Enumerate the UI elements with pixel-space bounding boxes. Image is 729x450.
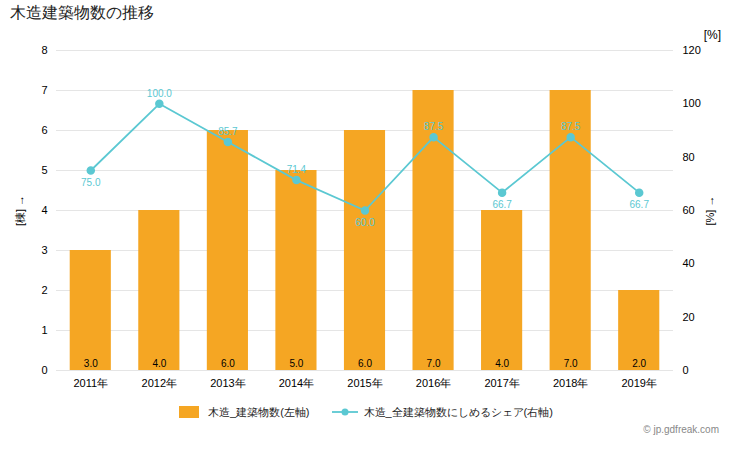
svg-text:2012年: 2012年 [142,377,177,389]
svg-text:75.0: 75.0 [81,177,101,188]
svg-text:2.0: 2.0 [632,358,646,369]
svg-text:4: 4 [41,204,47,216]
svg-text:20: 20 [683,311,695,323]
svg-text:71.4: 71.4 [287,164,307,175]
html-text:木造建築物数の推移: 木造建築物数の推移 [10,4,154,21]
svg-text:60: 60 [683,204,695,216]
svg-text:3.0: 3.0 [84,358,98,369]
svg-text:[%] →: [%] → [704,196,716,226]
svg-text:2019年: 2019年 [621,377,656,389]
svg-text:4.0: 4.0 [495,358,509,369]
svg-text:66.7: 66.7 [492,199,512,210]
svg-text:100.0: 100.0 [147,88,172,99]
svg-text:85.7: 85.7 [218,126,238,137]
svg-text:87.5: 87.5 [561,121,581,132]
svg-text:87.5: 87.5 [424,121,444,132]
svg-text:7: 7 [41,84,47,96]
svg-text:1: 1 [41,324,47,336]
html-text:木造_建築物数(左軸): 木造_建築物数(左軸) [208,405,310,418]
svg-text:0: 0 [683,364,689,376]
svg-text:7.0: 7.0 [427,358,441,369]
svg-text:6: 6 [41,124,47,136]
svg-text:60.0: 60.0 [355,217,375,228]
svg-text:100: 100 [683,97,701,109]
svg-text:2015年: 2015年 [347,377,382,389]
svg-text:5.0: 5.0 [289,358,303,369]
svg-text:2017年: 2017年 [484,377,519,389]
svg-text:66.7: 66.7 [629,199,649,210]
svg-text:6.0: 6.0 [358,358,372,369]
svg-text:2013年: 2013年 [210,377,245,389]
svg-text:2011年: 2011年 [73,377,108,389]
svg-text:2: 2 [41,284,47,296]
html-text:木造_全建築物数にしめるシェア(右軸): 木造_全建築物数にしめるシェア(右軸) [363,405,553,418]
svg-text:40: 40 [683,257,695,269]
html-text:© jp.gdfreak.com: © jp.gdfreak.com [643,424,719,435]
svg-text:2018年: 2018年 [553,377,588,389]
svg-text:2016年: 2016年 [416,377,451,389]
svg-text:7.0: 7.0 [564,358,578,369]
svg-text:5: 5 [41,164,47,176]
svg-text:120: 120 [683,44,701,56]
svg-text:6.0: 6.0 [221,358,235,369]
svg-text:[棟] →: [棟] → [14,195,26,226]
svg-text:3: 3 [41,244,47,256]
svg-text:0: 0 [41,364,47,376]
svg-text:8: 8 [41,44,47,56]
svg-text:4.0: 4.0 [152,358,166,369]
svg-text:2014年: 2014年 [279,377,314,389]
svg-text:80: 80 [683,151,695,163]
